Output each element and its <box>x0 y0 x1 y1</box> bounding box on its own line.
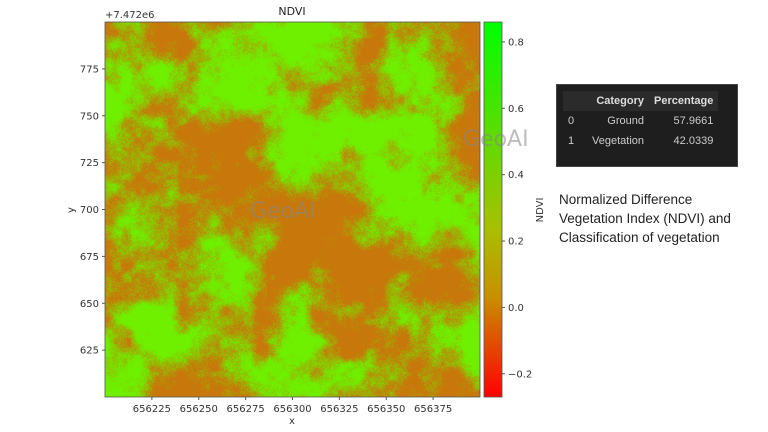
y-tick-label: 775 <box>80 64 99 75</box>
y-tick-label: 700 <box>80 205 99 216</box>
row-index: 1 <box>568 135 575 147</box>
row-category: Vegetation <box>592 135 644 147</box>
colorbar-label: NDVI <box>535 198 546 223</box>
y-tick-label: 750 <box>80 111 99 122</box>
watermark-center: GeoAI <box>250 199 316 224</box>
x-tick-label: 656325 <box>320 404 358 415</box>
row-category: Ground <box>607 115 644 127</box>
watermark-right: GeoAI <box>463 127 529 152</box>
x-axis-label: x <box>289 416 295 427</box>
ndvi-heatmap <box>105 22 480 397</box>
table-row: 1 Vegetation 42.0339 <box>563 131 718 151</box>
colorbar-tick-label: 0.8 <box>508 37 524 48</box>
category-header: Category <box>587 91 649 111</box>
y-axis-label: y <box>66 207 77 213</box>
colorbar-tick-label: 0.6 <box>508 104 524 115</box>
colorbar-tick-label: 0.2 <box>508 237 524 248</box>
colorbar-tick-label: −0.2 <box>508 369 532 380</box>
colorbar <box>483 21 503 398</box>
y-tick-label: 625 <box>80 346 99 357</box>
row-percentage: 42.0339 <box>673 135 714 147</box>
row-percentage: 57.9661 <box>673 115 714 127</box>
table-row: 0 Ground 57.9661 <box>563 111 718 131</box>
y-offset-label: +7.472e6 <box>105 10 155 21</box>
x-tick-label: 656225 <box>133 404 171 415</box>
chart-title: NDVI <box>278 5 305 18</box>
x-tick-label: 656250 <box>180 404 218 415</box>
y-tick-label: 650 <box>80 299 99 310</box>
table-header-row: Category Percentage <box>563 91 719 111</box>
colorbar-tick-label: 0.4 <box>508 170 524 181</box>
y-tick-label: 675 <box>80 252 99 263</box>
x-tick-label: 656275 <box>227 404 265 415</box>
x-tick-label: 656375 <box>414 404 452 415</box>
y-tick-label: 725 <box>80 158 99 169</box>
colorbar-tick-label: 0.0 <box>508 303 524 314</box>
caption-text: Normalized Difference Vegetation Index (… <box>559 192 731 245</box>
index-header <box>563 91 587 111</box>
row-index: 0 <box>568 115 575 127</box>
classification-table: Category Percentage 0 Ground 57.9661 1 V… <box>556 84 738 167</box>
x-tick-label: 656300 <box>273 404 311 415</box>
percentage-header: Percentage <box>649 91 719 111</box>
x-tick-label: 656350 <box>367 404 405 415</box>
